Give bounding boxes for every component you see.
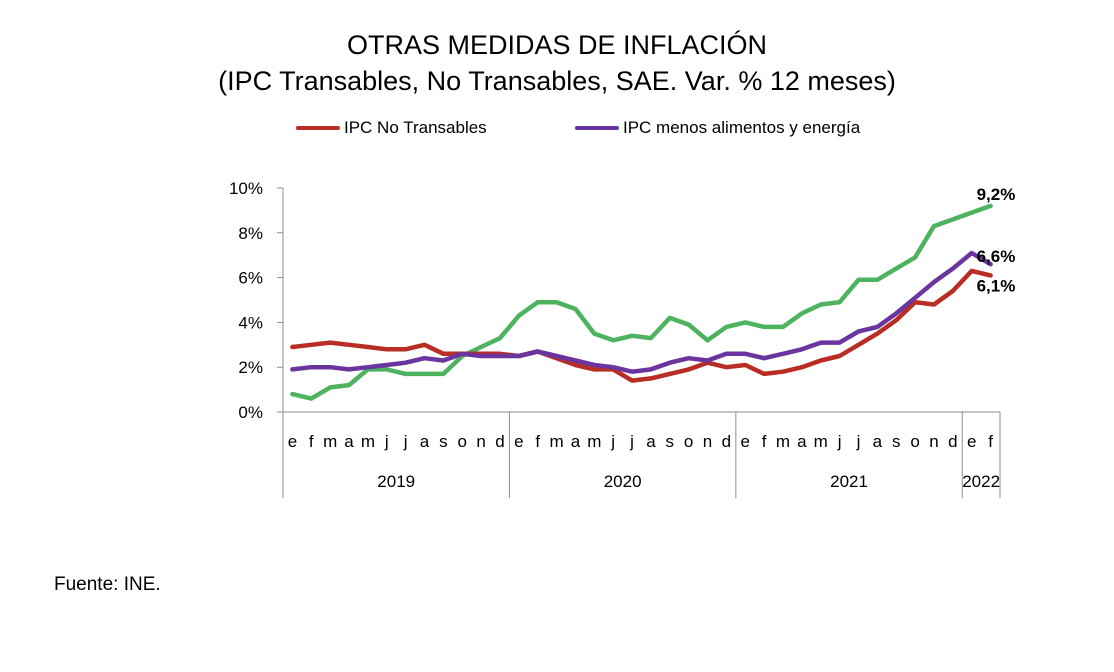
chart-title: OTRAS MEDIDAS DE INFLACIÓN [346,30,768,60]
x-tick-label: o [910,432,919,451]
x-tick-label: s [666,432,675,451]
data-label-end: 6,1% [977,276,1016,295]
x-tick-label: s [892,432,901,451]
x-tick-label: e [288,432,297,451]
x-tick-label: m [550,432,564,451]
x-tick-label: a [797,432,807,451]
y-tick-label: 8% [238,224,263,243]
series-line-ipc-menos-alimentos-y-energ-a [290,250,993,374]
x-tick-label: a [571,432,581,451]
x-tick-label: e [514,432,523,451]
x-tick-label: d [495,432,504,451]
x-tick-label: m [323,432,337,451]
x-tick-label: j [384,432,389,451]
data-label-end: 9,2% [977,185,1016,204]
x-tick-label: m [814,432,828,451]
x-tick-label: o [458,432,467,451]
y-tick-label: 10% [229,179,263,198]
y-tick-label: 0% [238,403,263,422]
x-tick-label: m [776,432,790,451]
legend-label-no-transables: IPC No Transables [344,118,487,137]
legend-swatch-sae [575,126,619,130]
series-line-ipc-transables [290,203,993,401]
y-tick-label: 4% [238,313,263,332]
x-year-label: 2022 [962,472,1000,491]
x-tick-label: f [535,432,540,451]
x-tick-label: f [762,432,767,451]
x-tick-label: o [684,432,693,451]
data-label-end: 6,6% [977,247,1016,266]
chart-subtitle: (IPC Transables, No Transables, SAE. Var… [218,66,896,96]
y-tick-label: 6% [238,269,263,288]
x-tick-label: a [344,432,354,451]
y-tick-label: 2% [238,358,263,377]
x-tick-label: j [610,432,615,451]
x-tick-label: d [722,432,731,451]
legend-item-sae: IPC menos alimentos y energía [575,116,860,140]
x-tick-label: a [420,432,430,451]
x-year-label: 2020 [604,472,642,491]
x-tick-label: j [403,432,408,451]
x-tick-label: m [587,432,601,451]
x-tick-label: j [837,432,842,451]
x-tick-label: n [929,432,938,451]
x-tick-label: n [703,432,712,451]
legend-label-sae: IPC menos alimentos y energía [623,118,861,137]
x-tick-label: a [646,432,656,451]
x-year-label: 2021 [830,472,868,491]
legend-item-no-transables: IPC No Transables [296,116,487,140]
x-year-label: 2019 [377,472,415,491]
x-tick-label: n [476,432,485,451]
x-tick-label: f [309,432,314,451]
x-tick-label: j [629,432,634,451]
x-tick-label: f [988,432,993,451]
x-tick-label: d [948,432,957,451]
x-tick-label: s [439,432,448,451]
x-tick-label: e [741,432,750,451]
x-tick-label: j [856,432,861,451]
legend-swatch-no-transables [296,126,340,130]
x-tick-label: e [967,432,976,451]
source-note: Fuente: INE. [54,574,161,595]
x-tick-label: a [873,432,883,451]
x-tick-label: m [361,432,375,451]
series-line-ipc-no-transables [290,268,993,383]
